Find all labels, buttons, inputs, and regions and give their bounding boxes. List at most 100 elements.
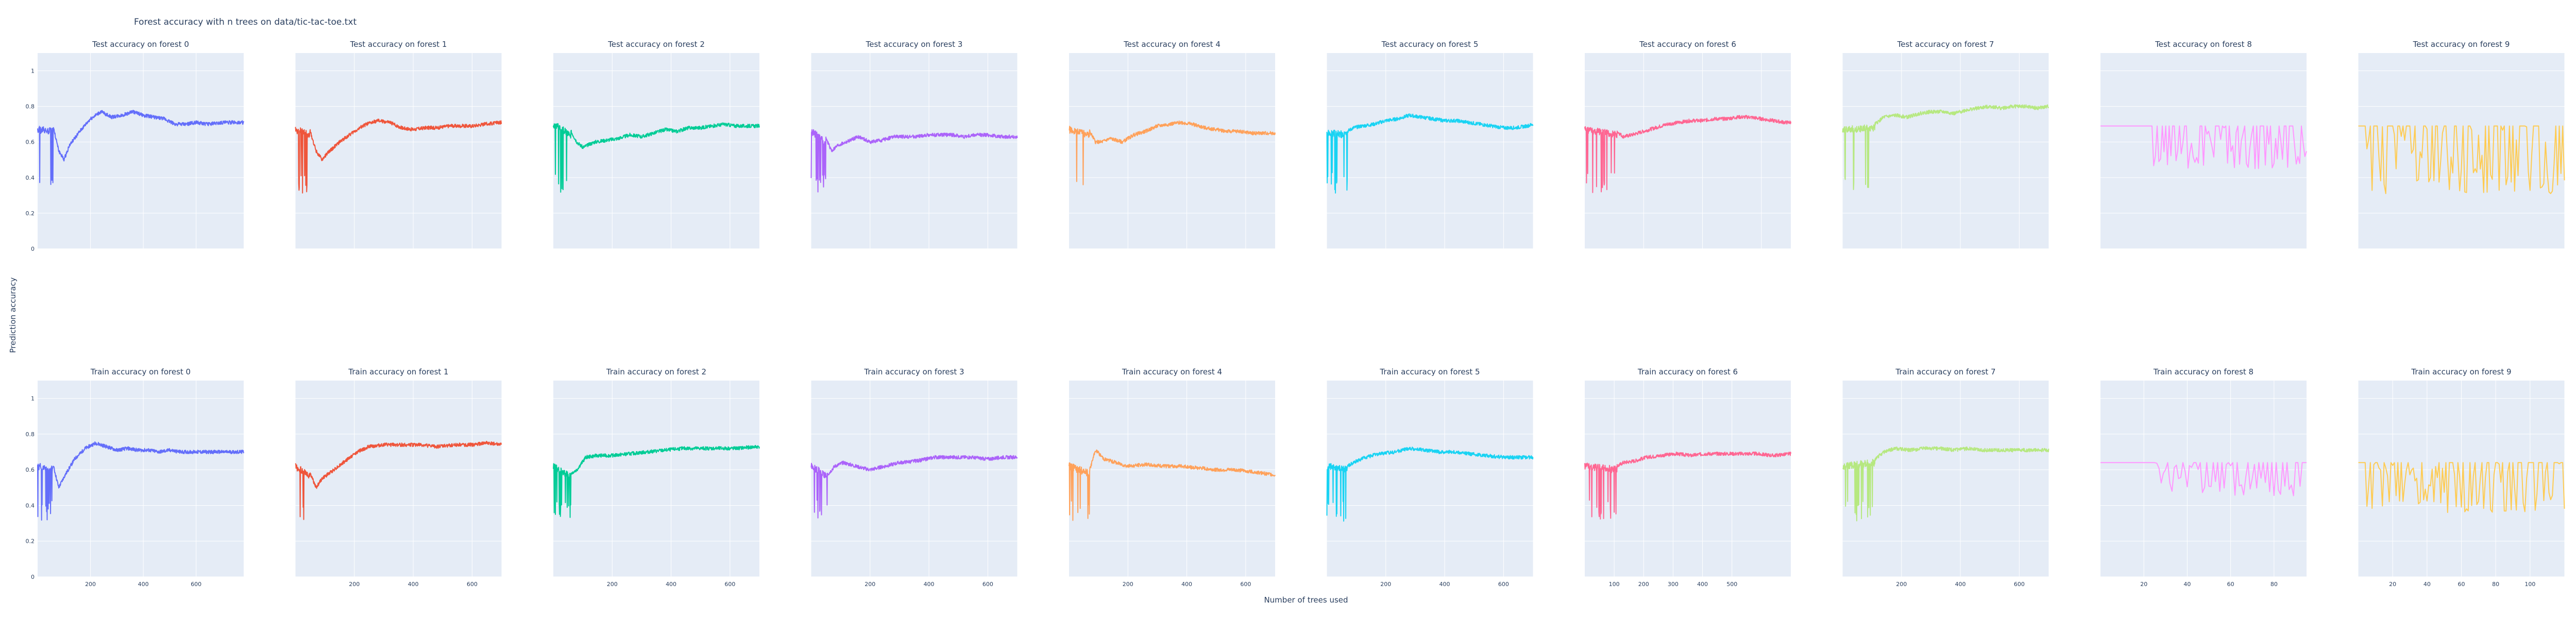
plot-area [811, 53, 1018, 249]
train-series-line-1 [295, 440, 502, 520]
subplot-title: Train accuracy on forest 4 [1122, 367, 1222, 376]
test-subplot-2: Test accuracy on forest 2 [553, 40, 760, 249]
x-tick-label: 60 [2458, 581, 2465, 588]
plot-area [38, 53, 244, 249]
x-tick-label: 200 [607, 581, 618, 588]
x-tick-label: 40 [2183, 581, 2191, 588]
x-tick-label: 400 [1439, 581, 1450, 588]
train-series-line-2 [553, 444, 760, 518]
x-tick-label: 300 [1668, 581, 1679, 588]
x-tick-label: 600 [467, 581, 478, 588]
plot-area [1585, 53, 1791, 249]
subplot-title: Test accuracy on forest 6 [1639, 40, 1736, 49]
train-subplot-0: 0 0.2 0.4 0.6 0.8 1 200 400 600 Train accuracy on… [26, 367, 244, 588]
y-tick-label: 1 [31, 68, 35, 75]
subplot-title: Test accuracy on forest 3 [866, 40, 963, 49]
x-tick-label: 600 [2014, 581, 2025, 588]
subplot-title: Test accuracy on forest 0 [92, 40, 189, 49]
plot-area [2100, 53, 2307, 249]
test-subplot-6: Test accuracy on forest 6 [1584, 40, 1791, 249]
plot-area [1842, 381, 2049, 577]
test-series-line-5 [1326, 113, 1534, 194]
subplot-title: Test accuracy on forest 9 [2413, 40, 2510, 49]
test-subplot-8: Test accuracy on forest 8 [2100, 40, 2307, 249]
x-tick-label: 80 [2270, 581, 2278, 588]
plot-area [2358, 53, 2565, 249]
train-subplot-9: 20 40 60 80 100 Train accuracy on forest 9 [2358, 367, 2565, 588]
y-tick-label: 0.6 [26, 467, 35, 473]
x-tick-label: 40 [2424, 581, 2431, 588]
x-tick-label: 60 [2227, 581, 2234, 588]
x-tick-label: 200 [1896, 581, 1907, 588]
x-tick-label: 600 [982, 581, 993, 588]
test-subplot-1: Test accuracy on forest 1 [295, 40, 502, 249]
train-series-line-9 [2358, 462, 2565, 513]
y-tick-label: 0 [31, 574, 35, 580]
subplot-title: Train accuracy on forest 7 [1895, 367, 1995, 376]
train-series-line-7 [1842, 446, 2049, 522]
plot-area [553, 381, 759, 577]
subplot-title: Test accuracy on forest 2 [607, 40, 705, 49]
plot-area [1069, 381, 1275, 577]
test-subplot-7: Test accuracy on forest 7 [1842, 40, 2049, 249]
x-tick-label: 200 [865, 581, 875, 588]
subplot-title: Train accuracy on forest 6 [1637, 367, 1738, 376]
x-tick-label: 20 [2140, 581, 2147, 588]
x-tick-label: 200 [85, 581, 96, 588]
train-subplot-5: 200 400 600 Train accuracy on forest 5 [1326, 367, 1534, 588]
y-tick-label: 0.4 [26, 175, 35, 181]
y-tick-label: 0.2 [26, 210, 35, 217]
subplot-title: Train accuracy on forest 5 [1379, 367, 1480, 376]
test-subplot-9: Test accuracy on forest 9 [2358, 40, 2565, 249]
x-tick-label: 600 [1498, 581, 1509, 588]
plot-area [1327, 53, 1533, 249]
plot-area [553, 53, 759, 249]
subplot-title: Test accuracy on forest 7 [1897, 40, 1994, 49]
x-tick-label: 400 [408, 581, 419, 588]
test-series-line-0 [37, 110, 244, 185]
y-tick-label: 1 [31, 396, 35, 402]
x-tick-label: 200 [349, 581, 360, 588]
x-tick-label: 100 [2524, 581, 2535, 588]
x-tick-label: 400 [1697, 581, 1708, 588]
train-series-line-5 [1326, 447, 1534, 522]
y-tick-label: 0.2 [26, 538, 35, 545]
subplot-title: Test accuracy on forest 8 [2155, 40, 2252, 49]
x-tick-label: 100 [1609, 581, 1620, 588]
test-series-line-1 [295, 118, 502, 194]
x-tick-label: 400 [1955, 581, 1966, 588]
y-tick-label: 0.8 [26, 431, 35, 438]
plot-area [295, 381, 502, 577]
train-subplot-2: 200 400 600 Train accuracy on forest 2 [553, 367, 760, 588]
subplot-title: Train accuracy on forest 9 [2411, 367, 2511, 376]
test-series-line-8 [2100, 125, 2307, 169]
x-tick-label: 600 [1240, 581, 1251, 588]
x-tick-label: 400 [138, 581, 149, 588]
subplot-title: Train accuracy on forest 8 [2153, 367, 2253, 376]
test-subplot-5: Test accuracy on forest 5 [1326, 40, 1534, 249]
train-subplot-4: 200 400 600 Train accuracy on forest 4 [1069, 367, 1276, 588]
test-series-line-9 [2358, 125, 2565, 194]
figure-title: Forest accuracy with n trees on data/tic… [134, 17, 357, 27]
y-tick-label: 0 [31, 246, 35, 252]
plot-area [1585, 381, 1791, 577]
train-subplot-7: 200 400 600 Train accuracy on forest 7 [1842, 367, 2049, 588]
x-tick-label: 200 [1123, 581, 1133, 588]
test-series-line-4 [1069, 120, 1276, 185]
y-tick-label: 0.6 [26, 139, 35, 146]
train-series-line-0 [37, 441, 244, 521]
plot-area [1327, 381, 1533, 577]
train-series-line-3 [810, 455, 1018, 519]
subplot-title: Test accuracy on forest 1 [350, 40, 447, 49]
x-tick-label: 200 [1380, 581, 1391, 588]
plot-area [1069, 53, 1275, 249]
subplot-title: Train accuracy on forest 1 [348, 367, 448, 376]
x-tick-label: 600 [191, 581, 201, 588]
test-series-line-7 [1842, 104, 2049, 191]
subplot-grid: 0 0.2 0.4 0.6 0.8 1 Test accuracy on forest 0 T… [26, 40, 2565, 588]
train-series-line-8 [2100, 462, 2307, 496]
train-subplot-6: 100 200 300 400 500 Train accuracy on forest … [1584, 367, 1791, 588]
x-axis-title: Number of trees used [1264, 595, 1348, 605]
plot-area [1842, 53, 2049, 249]
